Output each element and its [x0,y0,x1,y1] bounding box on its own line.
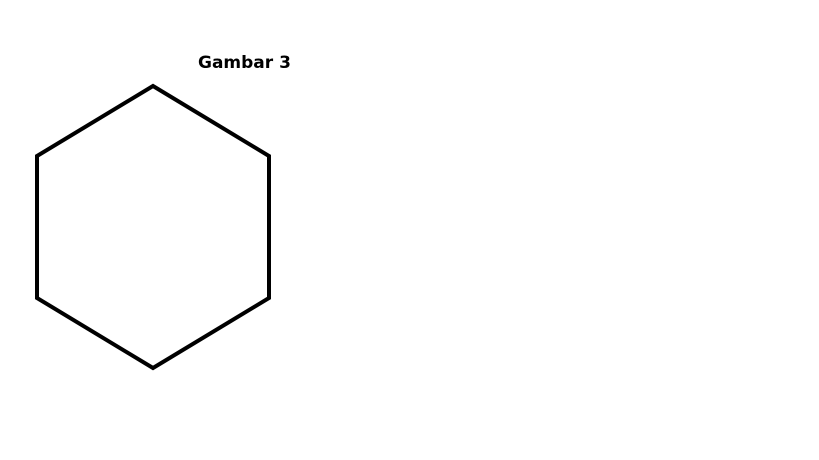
figure-caption: Gambar 3 [198,53,291,73]
hexagon-shape [35,83,271,371]
